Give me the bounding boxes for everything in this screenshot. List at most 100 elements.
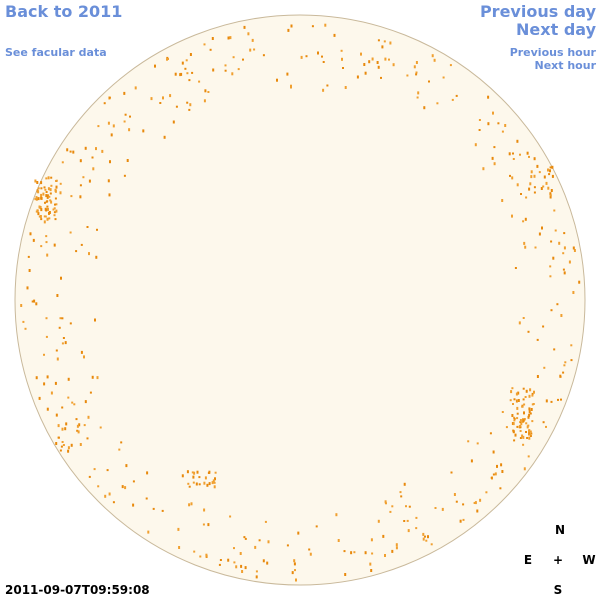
facula [524, 245, 527, 249]
facula [384, 500, 387, 504]
facula [175, 105, 178, 108]
facula [473, 502, 476, 504]
facula [35, 196, 38, 200]
facula [554, 229, 557, 232]
facula [492, 450, 495, 454]
facula [525, 389, 528, 393]
facula [204, 89, 207, 93]
facula [524, 396, 527, 398]
facula [527, 330, 530, 333]
facula [88, 252, 90, 256]
facula [478, 129, 481, 131]
facula [344, 573, 347, 576]
facula [24, 327, 27, 330]
facula [55, 442, 58, 445]
facula [39, 206, 42, 209]
facula [40, 245, 43, 248]
facula [128, 128, 131, 132]
facular-data-link[interactable]: See facular data [5, 46, 107, 59]
facula [48, 217, 51, 220]
compass-center: + [553, 553, 563, 567]
facula [47, 207, 49, 211]
facula [110, 133, 113, 137]
facula [516, 183, 519, 187]
facula [441, 507, 444, 511]
previous-hour-link[interactable]: Previous hour [510, 46, 597, 59]
facula [43, 353, 45, 356]
facula [84, 400, 87, 404]
facula [380, 76, 382, 79]
facula [528, 187, 531, 191]
facula [224, 69, 227, 72]
facula [108, 492, 111, 496]
facula [369, 562, 372, 566]
facula [83, 355, 85, 359]
facula [53, 207, 56, 210]
facula [528, 394, 531, 398]
facula [209, 48, 212, 51]
facula [26, 286, 29, 290]
facula [326, 84, 329, 87]
facula [184, 67, 187, 70]
facula [525, 422, 528, 425]
facula [482, 167, 485, 171]
next-day-link[interactable]: Next day [516, 20, 597, 39]
facula [198, 80, 201, 83]
facula [180, 72, 183, 76]
facula [179, 73, 181, 77]
facula [530, 408, 533, 411]
facula [578, 280, 581, 284]
facula [88, 475, 91, 478]
facula [243, 536, 246, 539]
facula [88, 179, 91, 183]
facula [40, 208, 43, 212]
facula [22, 320, 25, 323]
facula [417, 91, 420, 95]
facula [108, 96, 111, 99]
next-hour-link[interactable]: Next hour [535, 59, 597, 72]
facula [501, 130, 504, 133]
facula [56, 294, 59, 297]
facula [315, 525, 318, 528]
facula [29, 232, 32, 236]
facula [235, 565, 238, 569]
facula [121, 485, 124, 489]
facula [46, 375, 49, 379]
facula [516, 139, 519, 143]
facula [107, 121, 110, 125]
facula [193, 471, 196, 475]
facula [308, 548, 311, 551]
facula [423, 106, 426, 110]
facula [487, 122, 490, 126]
previous-day-link[interactable]: Previous day [480, 2, 597, 21]
facula [549, 265, 552, 268]
facula [516, 412, 519, 415]
facula [522, 398, 525, 401]
facula [35, 302, 38, 306]
facula [56, 357, 59, 361]
facula [549, 275, 552, 278]
facula [462, 503, 465, 506]
facula [264, 520, 267, 523]
facula [40, 193, 43, 197]
facula [104, 494, 107, 498]
facula [455, 500, 458, 503]
facula [77, 430, 80, 434]
facula [53, 214, 56, 217]
facula [188, 503, 191, 507]
facula [55, 209, 58, 213]
facula [573, 249, 576, 252]
facula [384, 57, 387, 61]
facula [442, 76, 445, 79]
facula [293, 559, 296, 563]
facula [529, 388, 532, 392]
facula [350, 551, 353, 555]
facula [188, 108, 191, 111]
facula [415, 73, 418, 76]
facula [492, 111, 494, 115]
facula [229, 36, 232, 40]
back-year-link[interactable]: Back to 2011 [5, 2, 122, 21]
facula [500, 463, 503, 467]
facula [61, 406, 64, 409]
facula [511, 414, 514, 417]
